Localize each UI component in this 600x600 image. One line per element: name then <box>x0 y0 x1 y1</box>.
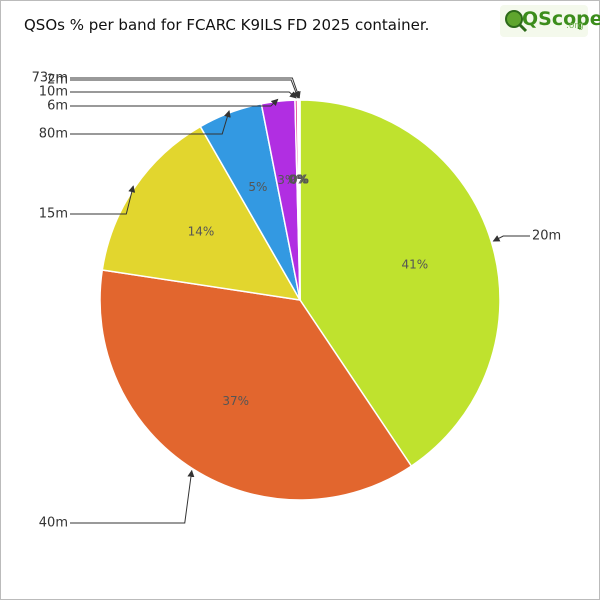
logo-suffix: .org <box>566 21 584 31</box>
leader-line <box>70 79 300 99</box>
leader-line <box>492 235 530 242</box>
value-label: 5% <box>248 180 267 194</box>
pie-slice <box>299 99 501 468</box>
pie-slice <box>297 99 301 301</box>
value-label: 0% <box>290 173 309 187</box>
value-label: 41% <box>401 258 428 272</box>
logo-handle <box>518 23 528 33</box>
category-label: 6m <box>47 99 68 114</box>
category-label: 10m <box>39 85 68 100</box>
pie-slice <box>99 269 413 501</box>
logo-name: QScope <box>522 8 600 30</box>
category-label: 2m <box>47 73 68 88</box>
value-label: 0% <box>289 173 308 187</box>
chart-title: QSOs % per band for FCARC K9ILS FD 2025 … <box>24 16 429 34</box>
category-label: 15m <box>39 207 68 222</box>
leader-line <box>70 98 279 107</box>
category-label: 40m <box>39 516 68 531</box>
leader-line <box>70 77 301 99</box>
logo[interactable]: QScope .org <box>500 5 600 37</box>
category-label: 80m <box>39 127 68 142</box>
leader-line <box>70 185 136 215</box>
value-label: 0% <box>288 173 307 187</box>
leader-line <box>70 110 231 135</box>
category-label: 73cm <box>32 71 68 86</box>
value-label: 14% <box>188 225 215 239</box>
leader-line <box>70 91 297 99</box>
value-label: 37% <box>222 394 249 408</box>
category-label: 20m <box>532 229 561 244</box>
logo-icon <box>505 10 523 28</box>
value-label: 3% <box>277 173 296 187</box>
leader-line <box>70 469 195 524</box>
